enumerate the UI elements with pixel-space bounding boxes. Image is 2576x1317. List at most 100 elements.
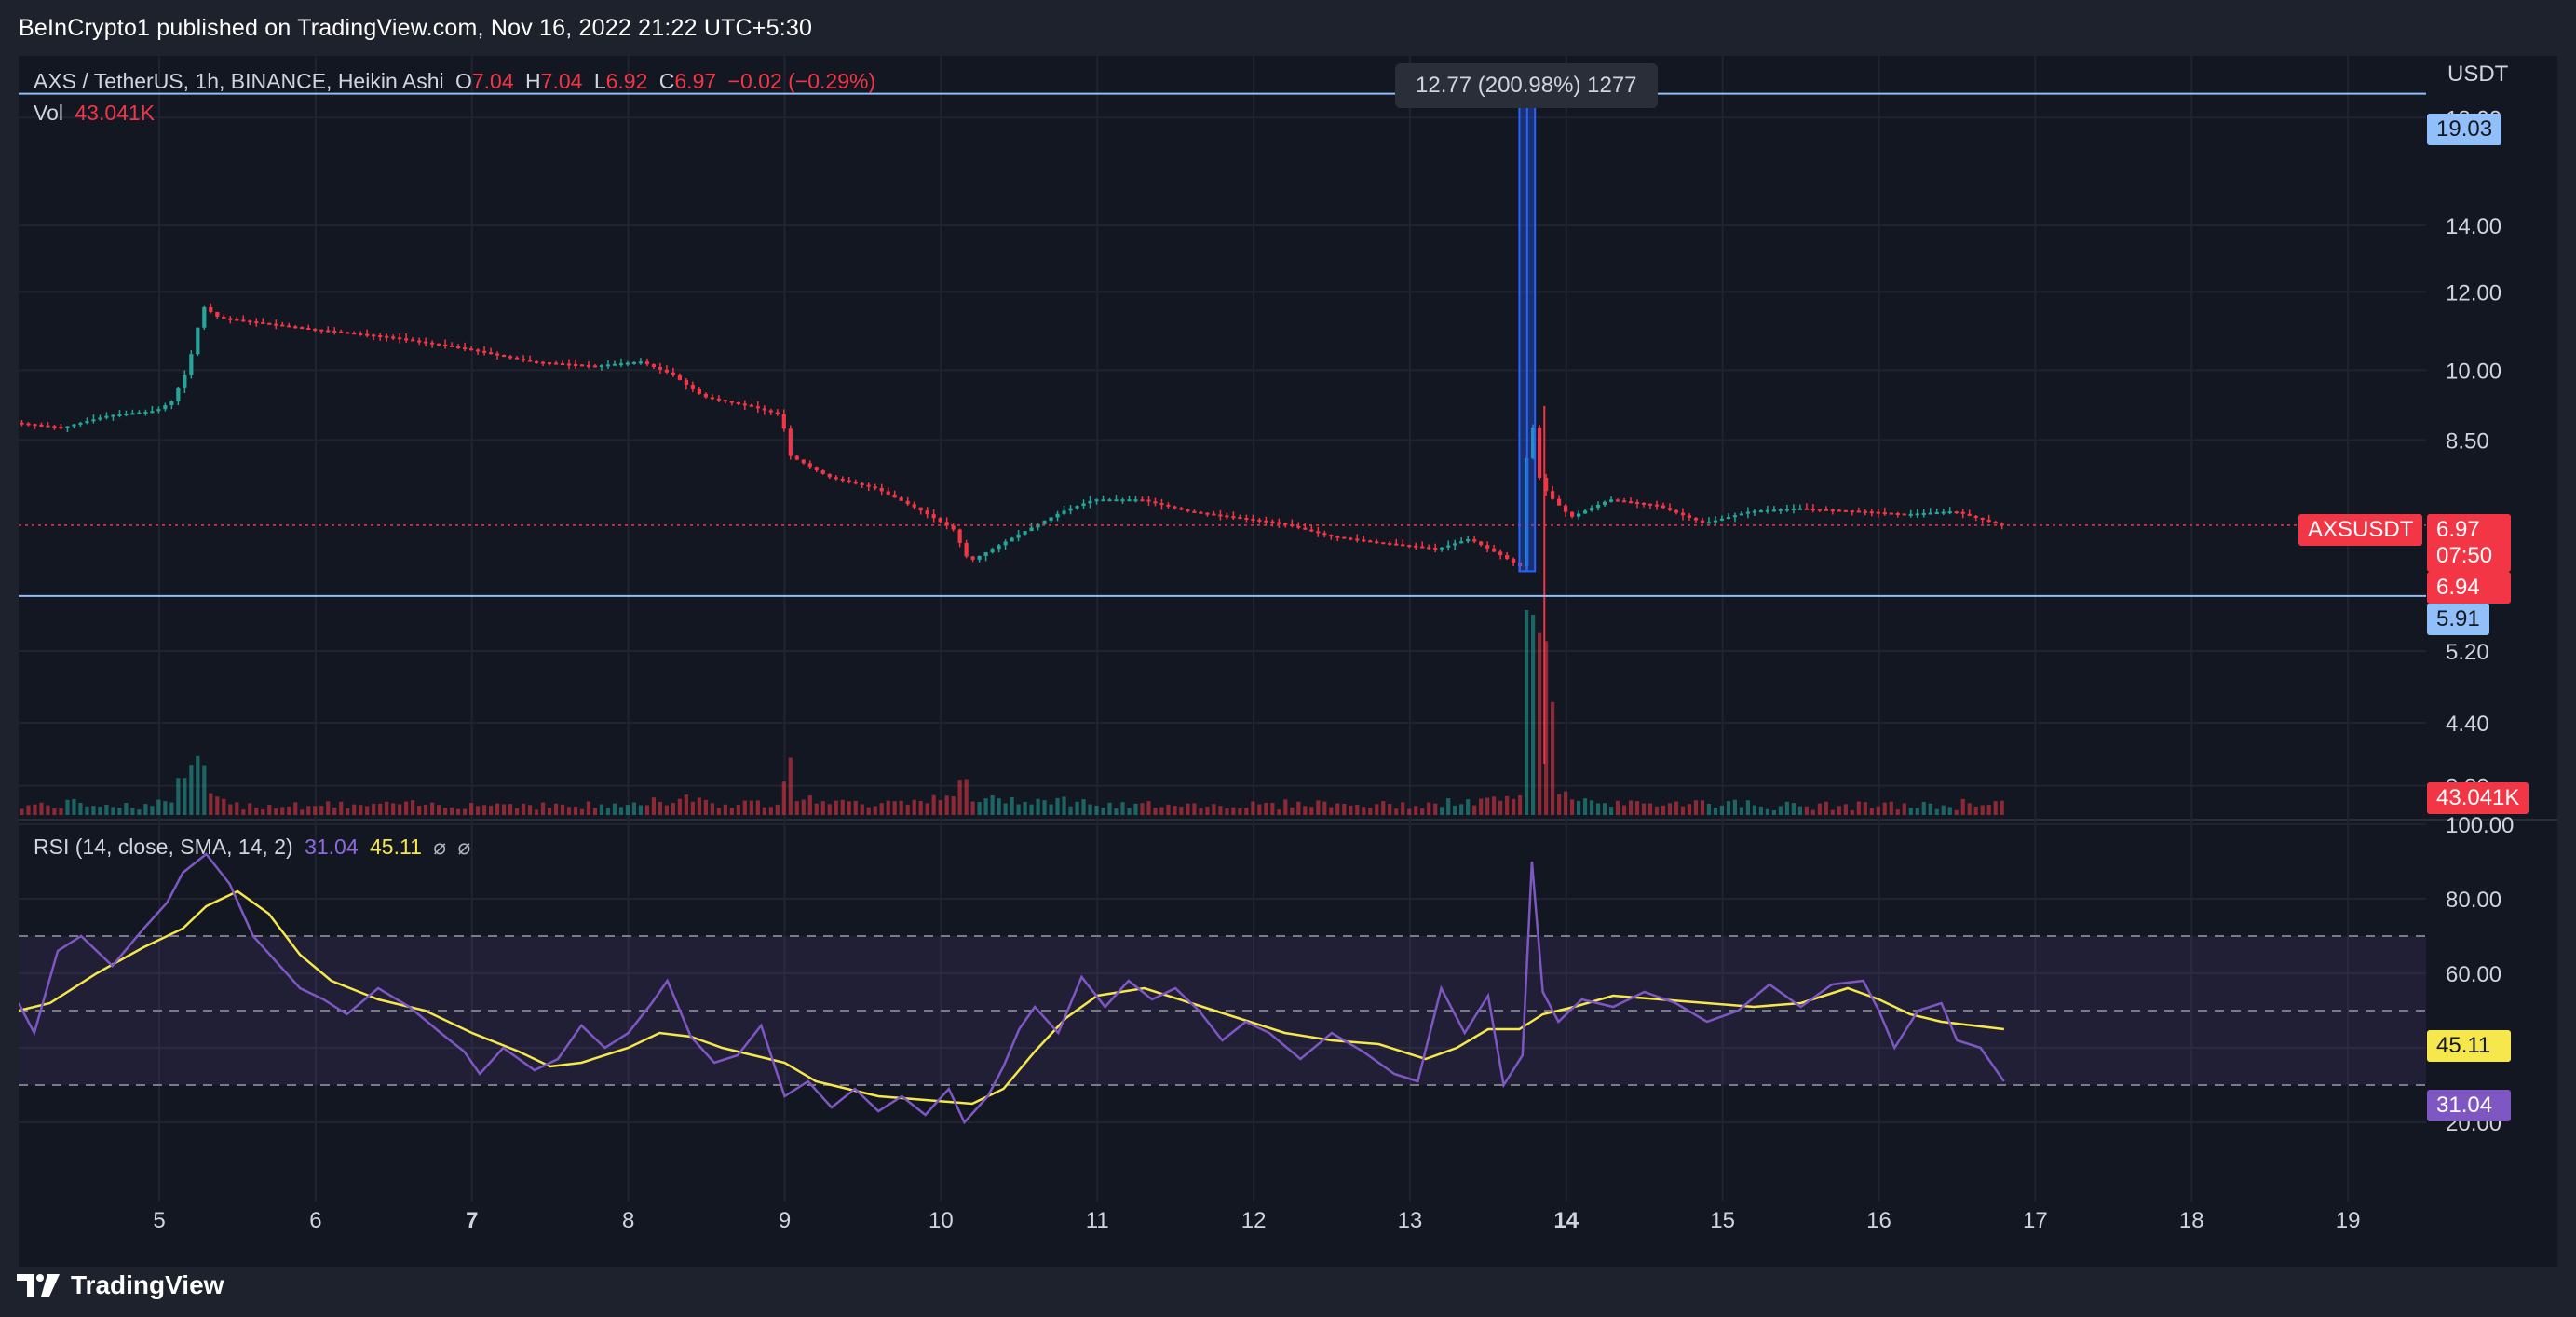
volume-bar	[1895, 809, 1900, 815]
close-value: 6.97	[674, 69, 717, 93]
close-label: C	[658, 69, 675, 93]
volume-bar	[2000, 800, 2004, 815]
volume-bar	[1739, 807, 1744, 815]
volume-bar	[52, 808, 57, 815]
candle-body	[1608, 499, 1614, 502]
volume-bar	[1967, 803, 1972, 815]
candle-body	[130, 413, 135, 415]
volume-bar	[631, 802, 637, 815]
volume-bar	[938, 800, 942, 815]
volume-bar	[1732, 799, 1738, 815]
volume-bar	[26, 805, 31, 815]
candle-body	[1908, 513, 1913, 516]
volume-bar	[411, 800, 415, 815]
volume-bar	[20, 808, 24, 815]
chart-canvas[interactable]: 567891011121314151617181918.0014.0012.00…	[19, 56, 2557, 1267]
volume-bar	[248, 803, 252, 815]
volume-bar	[1856, 801, 1861, 815]
rsi-legend[interactable]: RSI (14, close, SMA, 14, 2) 31.04 45.11 …	[34, 835, 476, 860]
volume-legend[interactable]: Vol 43.041K	[34, 101, 160, 126]
candle-body	[1251, 518, 1255, 521]
volume-bar	[755, 800, 760, 815]
volume-bar	[697, 797, 701, 815]
candle-body	[1283, 523, 1288, 525]
volume-bar	[1244, 808, 1249, 815]
volume-bar	[437, 805, 441, 815]
volume-bar	[1010, 796, 1014, 815]
candle-body	[1700, 520, 1705, 523]
x-axis-tick-label: 14	[1553, 1208, 1579, 1233]
tradingview-footer[interactable]: TradingView	[17, 1269, 224, 1302]
candle-body	[560, 363, 565, 366]
candle-body	[1551, 491, 1555, 499]
candle-layer	[20, 303, 2004, 764]
volume-bar	[1023, 801, 1027, 815]
volume-bar	[873, 806, 877, 815]
candle-body	[1628, 501, 1634, 504]
candle-body	[1427, 547, 1431, 550]
candle-body	[1264, 520, 1268, 523]
candle-body	[664, 369, 670, 373]
hidden-plot-icon[interactable]: ⌀	[457, 835, 471, 859]
volume-bar	[540, 802, 546, 815]
candle-body	[267, 322, 272, 325]
volume-bar	[235, 802, 239, 815]
volume-bar	[658, 801, 663, 815]
candle-body	[1316, 531, 1321, 534]
volume-bar	[450, 807, 454, 815]
chart-frame[interactable]: 567891011121314151617181918.0014.0012.00…	[19, 56, 2557, 1267]
candle-body	[508, 356, 513, 359]
volume-bar	[1589, 800, 1594, 815]
candle-body	[1407, 545, 1412, 548]
volume-bar	[716, 808, 721, 815]
candle-body	[840, 478, 845, 481]
open-label: O	[454, 69, 472, 93]
candle-body	[1602, 501, 1607, 505]
candle-body	[1589, 508, 1594, 511]
volume-bar	[1394, 808, 1399, 815]
volume-bar	[222, 798, 226, 815]
volume-bar	[723, 804, 727, 815]
candle-body	[1173, 506, 1177, 509]
price-legend[interactable]: AXS / TetherUS, 1h, BINANCE, Heikin Ashi…	[34, 69, 881, 94]
volume-bar	[1556, 794, 1562, 815]
candle-body	[1921, 512, 1926, 515]
candle-body	[176, 387, 181, 401]
volume-bar	[1283, 799, 1288, 815]
volume-bar	[1641, 803, 1647, 815]
candle-body	[359, 333, 363, 335]
candle-body	[1797, 508, 1802, 510]
candle-body	[495, 353, 500, 356]
volume-bar	[443, 808, 448, 815]
candle-body	[710, 397, 714, 400]
tradingview-brand: TradingView	[71, 1270, 224, 1299]
hidden-plot-icon[interactable]: ⌀	[433, 835, 447, 859]
candle-body	[1375, 541, 1379, 544]
candle-body	[488, 352, 494, 355]
candle-body	[1186, 509, 1190, 512]
volume-bar	[1615, 800, 1620, 815]
volume-bar	[1602, 803, 1607, 815]
volume-bar	[1654, 806, 1660, 815]
candle-body	[1719, 518, 1725, 521]
candle-body	[287, 325, 291, 328]
volume-bar	[1329, 807, 1334, 815]
volume-bar	[1804, 806, 1809, 815]
candle-body	[925, 510, 929, 515]
candle-body	[1771, 509, 1776, 512]
candle-body	[1693, 517, 1699, 521]
volume-bar	[638, 805, 644, 815]
candle-body	[124, 414, 129, 416]
candle-body	[352, 333, 357, 335]
candle-body	[1140, 499, 1145, 502]
candle-body	[1075, 506, 1079, 509]
volume-bar	[1986, 804, 1991, 815]
candle-body	[137, 412, 142, 414]
volume-bar	[886, 800, 890, 815]
volume-bar	[1101, 808, 1105, 815]
candle-body	[156, 409, 161, 412]
volume-bar	[710, 803, 714, 815]
open-value: 7.04	[471, 69, 514, 93]
volume-bar	[1889, 801, 1893, 815]
candle-body	[1758, 510, 1764, 513]
